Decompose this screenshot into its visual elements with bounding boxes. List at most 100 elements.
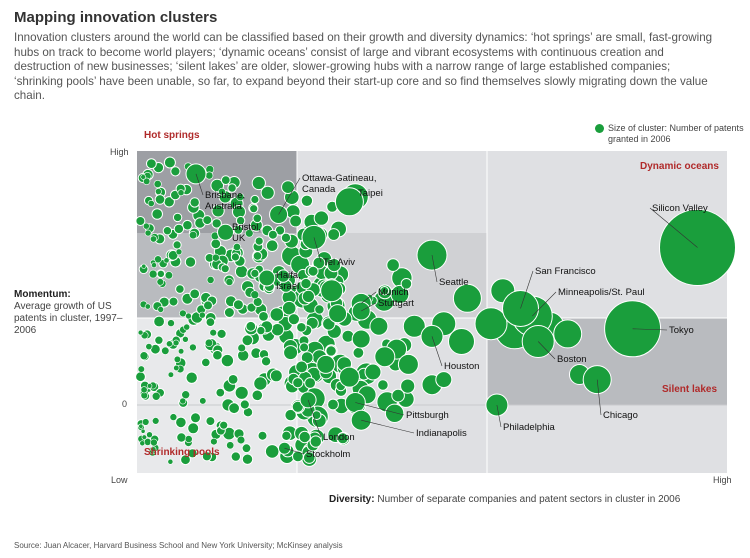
bubble [150, 235, 158, 243]
bubble [402, 314, 426, 338]
bubble [309, 435, 322, 448]
bubble [189, 288, 201, 300]
bubble [227, 374, 239, 385]
bubble [173, 223, 185, 235]
bubble [142, 418, 150, 426]
label-haifa-israel: Haifa, Israel [276, 270, 301, 292]
bubble [232, 299, 244, 311]
leader-line [537, 341, 556, 360]
bubble [298, 430, 311, 444]
bubble [352, 346, 365, 359]
bubble [276, 269, 290, 283]
bubble [283, 345, 299, 361]
bubble [252, 213, 263, 224]
bubble [251, 175, 266, 191]
bubble [205, 317, 216, 328]
leader-line [649, 207, 698, 248]
bubble [153, 180, 162, 189]
bubble [141, 434, 148, 440]
bubble [212, 349, 223, 361]
bubble [172, 212, 183, 223]
bubble [327, 228, 341, 241]
bubble [144, 303, 151, 310]
bubble [203, 300, 213, 311]
bubble [178, 348, 185, 355]
bubble [140, 428, 146, 434]
bubble [384, 403, 405, 423]
bubble [281, 300, 297, 316]
bubble [175, 284, 185, 294]
bubble [209, 329, 217, 337]
label-philadelphia: Philadelphia [503, 422, 555, 433]
bubble [320, 279, 344, 303]
bubble [316, 354, 336, 374]
bubble [227, 183, 237, 193]
bubble [249, 204, 259, 214]
bubble [284, 408, 297, 422]
bubble [172, 339, 180, 347]
legend-bubble-icon [595, 124, 604, 133]
bubble [137, 365, 145, 373]
bubble [167, 249, 179, 261]
label-ottawa-gatineau-canada: Ottawa-Gatineau, Canada [302, 173, 376, 195]
bubble [304, 377, 317, 389]
bubble [161, 346, 170, 355]
bubble [210, 238, 222, 250]
bubble [254, 236, 264, 246]
bubble [148, 269, 158, 279]
bubble [211, 253, 220, 262]
bubble [140, 174, 146, 180]
bubble [201, 357, 211, 368]
bubble [187, 448, 198, 459]
leader-lines [195, 173, 698, 455]
bubble [180, 454, 191, 466]
bubble [162, 226, 173, 236]
bubble [153, 315, 166, 328]
bubble [182, 335, 189, 343]
bubble [185, 312, 192, 320]
bubble [397, 353, 419, 375]
bubble [146, 431, 153, 439]
bubble [173, 355, 181, 364]
bubble [435, 371, 453, 389]
bubble [205, 416, 216, 427]
bubble [236, 192, 245, 202]
bubble [325, 345, 337, 357]
bubble [245, 229, 254, 238]
bubble [295, 360, 309, 374]
bubble [250, 268, 260, 278]
bubble [269, 307, 285, 322]
bubble [211, 204, 225, 218]
bubble-bristol-uk [217, 223, 234, 241]
label-tel-aviv: Tel Aviv [323, 257, 355, 268]
bubble [151, 391, 161, 401]
bubble [176, 432, 187, 443]
bubble [233, 243, 242, 252]
x-axis-description: Number of separate companies and patent … [377, 494, 681, 505]
quadrant-label-silent-lakes: Silent lakes [662, 384, 717, 395]
bubble [299, 342, 310, 353]
bubble [154, 335, 164, 345]
bubble [287, 313, 300, 326]
bubble [245, 320, 257, 332]
leader-line [284, 447, 305, 455]
label-chicago: Chicago [603, 410, 638, 421]
bubble [206, 275, 215, 284]
bubble [252, 251, 263, 261]
leader-line [520, 270, 534, 309]
bubble [253, 376, 268, 391]
bubble [296, 322, 307, 333]
bubble [265, 239, 279, 252]
bubble [338, 366, 360, 388]
quadrant-label-dynamic-oceans: Dynamic oceans [640, 161, 719, 172]
bubble [226, 441, 235, 450]
bubble [300, 194, 314, 208]
bubble [199, 397, 207, 405]
bubble [219, 420, 229, 430]
bubble [258, 311, 269, 322]
label-london: London [323, 432, 355, 443]
bubble [179, 309, 187, 318]
bubble [474, 307, 508, 341]
bubble [167, 458, 174, 465]
